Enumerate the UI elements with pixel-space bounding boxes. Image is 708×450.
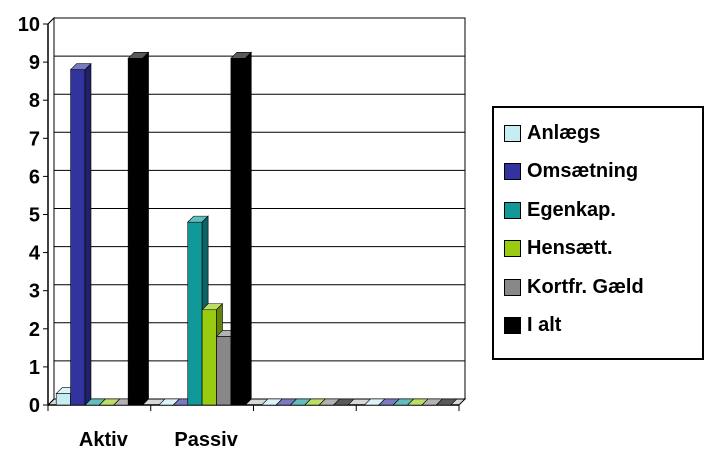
legend-item: Hensætt. <box>504 234 613 264</box>
bar <box>332 398 355 406</box>
bar-front <box>230 57 246 406</box>
legend-label: I alt <box>527 314 562 336</box>
y-tick-label: 4 <box>29 243 41 265</box>
legend-label: Anlægs <box>527 121 601 144</box>
y-tick-label: 7 <box>29 128 40 150</box>
bar-front <box>127 57 143 406</box>
gridlines <box>47 17 466 400</box>
legend-label: Egenkap. <box>527 198 616 221</box>
bar-front <box>216 336 232 406</box>
legend-swatch <box>504 201 521 219</box>
bar-side <box>142 51 149 406</box>
axes <box>43 16 467 411</box>
y-tick-label: 2 <box>29 319 40 341</box>
bar-side <box>84 62 92 406</box>
legend-label: Omsætning <box>527 160 639 182</box>
x-category-label: Aktiv <box>79 429 129 450</box>
bar <box>435 398 458 406</box>
legend-item: I alt <box>504 311 561 341</box>
y-tick-label: 9 <box>29 52 40 74</box>
y-tick-label: 0 <box>29 395 40 417</box>
legend-item: Anlægs <box>504 118 600 148</box>
y-axis-tick-labels: 0 1 2 3 4 5 6 7 8 9 10 <box>18 14 41 417</box>
legend-item: Omsætning <box>504 157 638 187</box>
y-tick-label: 8 <box>29 90 40 112</box>
bar-front <box>55 393 71 406</box>
plot-side-wall <box>47 16 55 407</box>
legend-swatch <box>504 163 521 180</box>
x-category-label: Passiv <box>174 429 238 450</box>
y-tick-label: 5 <box>29 205 40 227</box>
legend-swatch <box>504 317 521 334</box>
bar <box>127 51 150 406</box>
bar-top <box>332 398 355 406</box>
legend-label: Hensætt. <box>527 237 613 259</box>
legend-swatch <box>504 240 521 257</box>
legend-item: Egenkap. <box>504 195 616 225</box>
bar <box>230 51 253 406</box>
bar-front <box>201 309 217 406</box>
legend-swatch <box>504 124 521 142</box>
bar-front <box>70 69 86 406</box>
bar-front <box>187 221 203 406</box>
y-tick-label: 6 <box>29 166 40 188</box>
legend-swatch <box>504 278 521 296</box>
bar-side <box>244 51 252 406</box>
bar <box>69 62 92 406</box>
bars <box>55 51 458 406</box>
x-axis-category-labels: Aktiv Passiv <box>79 429 239 450</box>
bar-top <box>435 398 458 406</box>
y-tick-label: 3 <box>29 281 40 303</box>
y-tick-label: 10 <box>18 14 40 36</box>
legend: Anlægs Omsætning Egenkap. Hensætt. Kortfr. G… <box>492 106 704 360</box>
y-tick-label: 1 <box>29 357 40 379</box>
legend-item: Kortfr. Gæld <box>504 272 644 302</box>
legend-label: Kortfr. Gæld <box>527 275 644 298</box>
